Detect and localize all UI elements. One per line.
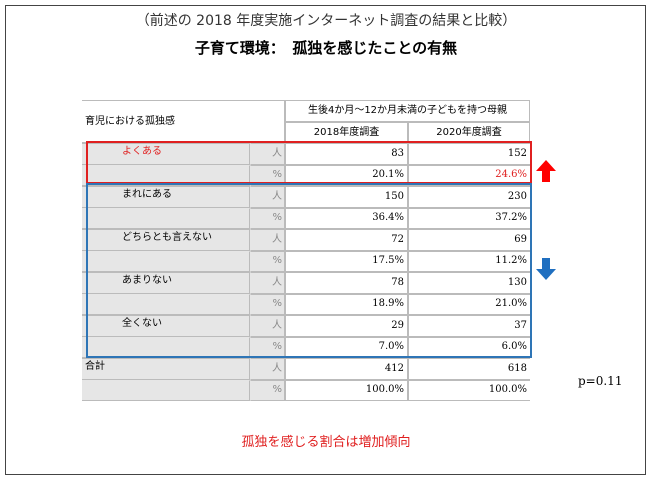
- row-label: [82, 293, 250, 315]
- value: 618: [408, 358, 530, 380]
- value: 83: [285, 143, 408, 165]
- row-label: あまりない: [82, 272, 250, 294]
- highlight-red: [86, 141, 532, 184]
- row-label: よくある: [82, 143, 250, 165]
- row-unit: %: [250, 207, 285, 229]
- value: 18.9%: [285, 293, 408, 315]
- value: 21.0%: [408, 293, 530, 315]
- value: 11.2%: [408, 250, 530, 272]
- value: 69: [408, 229, 530, 251]
- value: 37.2%: [408, 207, 530, 229]
- row-label: [82, 164, 250, 186]
- conclusion: 孤独を感じる割合は増加傾向: [241, 435, 411, 450]
- value: 72: [285, 229, 408, 251]
- value: 150: [285, 186, 408, 208]
- row-unit: 人: [250, 272, 285, 294]
- group-header: 生後4か月～12か月未満の子どもを持つ母親: [285, 100, 530, 122]
- subtitle: 子育て環境： 孤独を感じたことの有無: [194, 39, 458, 57]
- row-unit: 人: [250, 315, 285, 337]
- highlight-blue: [86, 183, 532, 358]
- value: 100.0%: [408, 379, 530, 401]
- row-unit: %: [250, 164, 285, 186]
- title: （前述の 2018 年度実施インターネット調査の結果と比較）: [135, 13, 517, 29]
- value: 20.1%: [285, 164, 408, 186]
- row-unit: 人: [250, 229, 285, 251]
- value: 100.0%: [285, 379, 408, 401]
- p-value: p=0.11: [578, 374, 623, 388]
- column-header: 2018年度調査: [285, 122, 408, 143]
- value: 412: [285, 358, 408, 380]
- row-unit: 人: [250, 186, 285, 208]
- row-header: 育児における孤独感: [82, 100, 285, 143]
- row-unit: %: [250, 379, 285, 401]
- value: 130: [408, 272, 530, 294]
- arrow-up: [536, 160, 556, 182]
- row-unit: %: [250, 293, 285, 315]
- value: 24.6%: [408, 164, 530, 186]
- row-label: どちらとも言えない: [82, 229, 250, 251]
- row-label: まれにある: [82, 186, 250, 208]
- row-label: [82, 379, 250, 401]
- value: 37: [408, 315, 530, 337]
- row-label: [82, 207, 250, 229]
- value: 29: [285, 315, 408, 337]
- value: 78: [285, 272, 408, 294]
- value: 36.4%: [285, 207, 408, 229]
- arrow-down: [536, 258, 556, 280]
- slide-frame: [5, 5, 646, 475]
- value: 152: [408, 143, 530, 165]
- row-unit: 人: [250, 143, 285, 165]
- row-label: 合計: [82, 358, 250, 380]
- value: 230: [408, 186, 530, 208]
- row-label: [82, 250, 250, 272]
- row-unit: %: [250, 250, 285, 272]
- value: 17.5%: [285, 250, 408, 272]
- row-label: 全くない: [82, 315, 250, 337]
- row-unit: 人: [250, 358, 285, 380]
- column-header: 2020年度調査: [408, 122, 530, 143]
